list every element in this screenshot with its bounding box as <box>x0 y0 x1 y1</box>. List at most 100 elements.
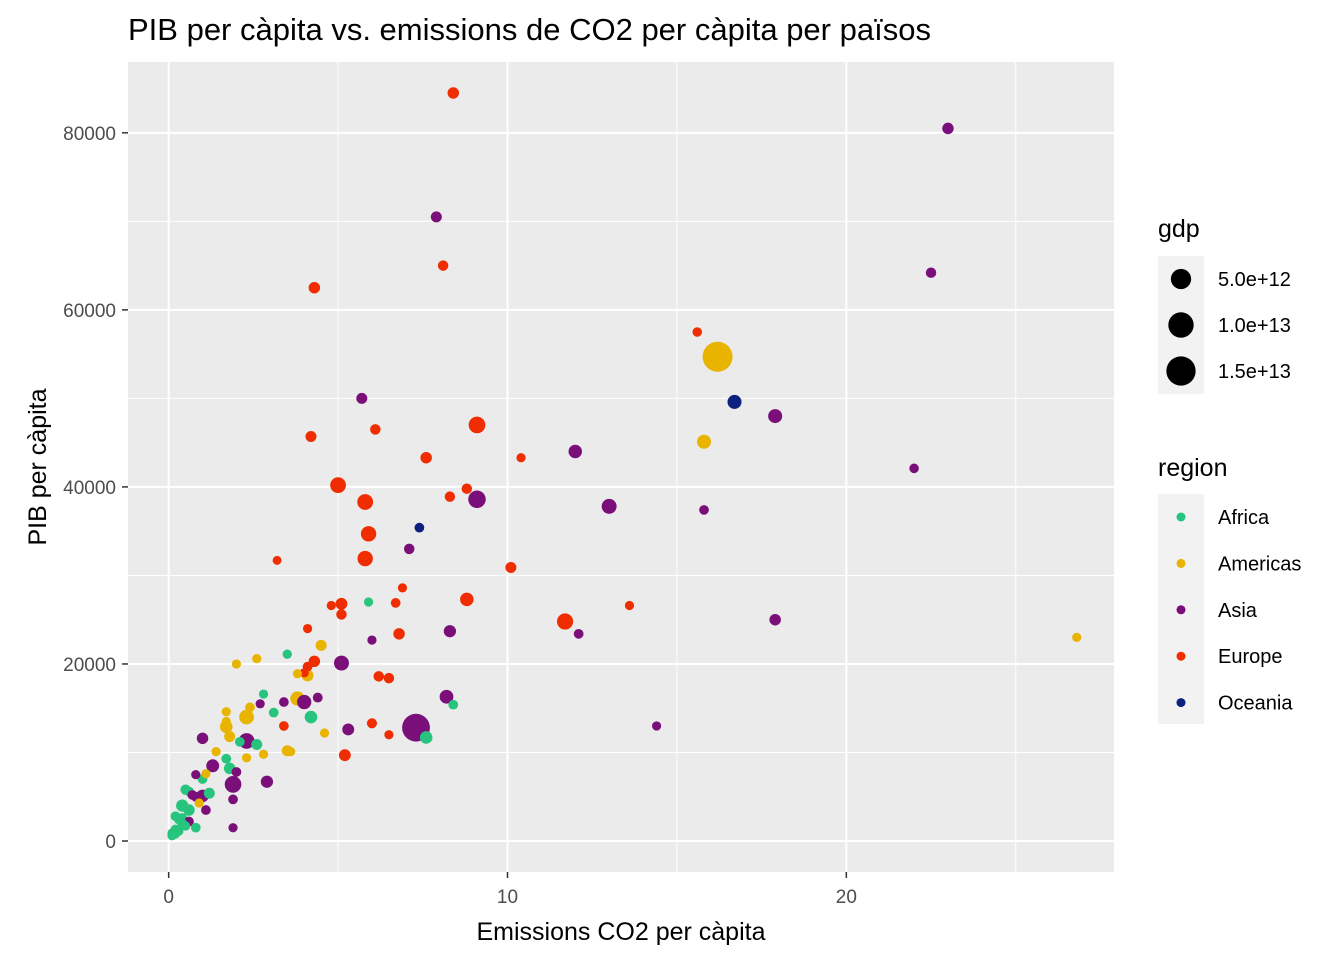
data-point-europe <box>393 628 405 640</box>
color-legend-key-asia <box>1176 605 1186 615</box>
data-point-asia <box>206 759 220 773</box>
data-point-europe <box>384 730 394 740</box>
data-point-africa <box>258 689 269 699</box>
data-point-europe <box>305 430 317 442</box>
data-point-europe <box>360 526 377 542</box>
x-axis-ticks: 0 10 20 <box>163 872 857 908</box>
data-point-asia <box>699 505 709 515</box>
plot-panel <box>128 62 1114 872</box>
data-point-americas <box>245 702 255 713</box>
data-point-asia <box>367 635 377 645</box>
size-legend-title: gdp <box>1158 215 1200 243</box>
size-legend-label: 1.0e+13 <box>1218 315 1291 337</box>
data-point-europe <box>302 623 313 634</box>
y-tick-label: 20000 <box>63 655 116 676</box>
data-point-asia <box>297 694 312 710</box>
data-point-asia <box>909 463 919 474</box>
size-legend-key <box>1170 268 1192 290</box>
data-point-americas <box>224 731 236 743</box>
data-point-asia <box>342 723 355 736</box>
data-point-americas <box>239 709 254 725</box>
data-point-europe <box>516 453 526 463</box>
data-point-europe <box>373 671 384 682</box>
size-legend-label: 5.0e+12 <box>1218 269 1291 291</box>
data-point-asia <box>228 794 238 805</box>
data-point-europe <box>444 491 456 502</box>
data-point-asia <box>468 490 486 509</box>
data-point-americas <box>697 434 712 449</box>
data-point-europe <box>308 281 321 294</box>
data-point-americas <box>194 798 204 808</box>
color-legend: region Africa Americas Asia Europe Oceania <box>1158 454 1301 724</box>
color-legend-key-europe <box>1176 651 1186 661</box>
data-point-africa <box>221 753 232 764</box>
data-point-asia <box>356 392 368 404</box>
data-point-africa <box>363 597 374 607</box>
data-point-africa <box>251 739 263 751</box>
data-point-asia <box>942 122 954 135</box>
data-point-europe <box>366 718 378 729</box>
data-point-africa <box>174 815 184 825</box>
data-point-europe <box>692 327 703 337</box>
grid-lines <box>128 62 1114 872</box>
data-point-europe <box>468 416 486 434</box>
data-point-europe <box>335 597 348 610</box>
data-point-americas <box>221 716 231 727</box>
data-point-americas <box>211 746 221 757</box>
data-points <box>167 87 1082 841</box>
data-point-asia <box>568 444 583 459</box>
data-point-africa <box>234 736 245 747</box>
data-point-americas <box>231 659 242 669</box>
data-point-europe <box>447 87 460 99</box>
data-point-europe <box>390 598 401 608</box>
data-point-europe <box>299 668 309 678</box>
data-point-europe <box>383 672 395 684</box>
color-legend-title: region <box>1158 454 1228 482</box>
data-point-asia <box>925 267 937 278</box>
data-point-europe <box>624 600 635 611</box>
data-point-asia <box>769 613 781 626</box>
size-legend: gdp 5.0e+12 1.0e+13 1.5e+13 <box>1158 215 1291 394</box>
data-point-americas <box>292 669 303 679</box>
data-point-europe <box>272 555 282 565</box>
data-point-europe <box>278 721 289 731</box>
data-point-asia <box>439 689 454 704</box>
data-point-europe <box>557 613 574 630</box>
data-point-asia <box>260 775 274 788</box>
data-point-asia <box>573 628 584 639</box>
data-point-africa <box>268 707 279 718</box>
color-legend-label: Americas <box>1218 553 1301 575</box>
data-point-africa <box>180 821 191 831</box>
data-point-oceania <box>727 394 742 409</box>
color-legend-label: Oceania <box>1218 693 1293 715</box>
data-point-europe <box>357 494 374 510</box>
data-point-europe <box>326 600 336 611</box>
x-tick-label: 20 <box>836 887 857 908</box>
data-point-asia <box>443 625 457 638</box>
data-point-europe <box>460 592 474 607</box>
data-point-africa <box>203 787 215 799</box>
y-tick-label: 40000 <box>63 478 116 499</box>
data-point-europe <box>461 483 473 494</box>
data-point-asia <box>404 543 415 555</box>
color-legend-label: Asia <box>1218 600 1258 622</box>
data-point-americas <box>201 769 211 779</box>
data-point-oceania <box>414 522 425 533</box>
data-point-asia <box>224 776 242 793</box>
data-point-africa <box>183 804 195 816</box>
data-point-asia <box>278 697 289 707</box>
data-point-africa <box>448 699 459 710</box>
data-point-asia <box>201 805 211 815</box>
data-point-asia <box>312 692 323 703</box>
data-point-americas <box>1072 632 1082 643</box>
y-tick-label: 60000 <box>63 301 116 322</box>
chart-title: PIB per càpita vs. emissions de CO2 per … <box>128 12 931 47</box>
color-legend-label: Europe <box>1218 646 1283 668</box>
x-tick-label: 10 <box>497 887 518 908</box>
data-point-asia <box>228 823 238 833</box>
data-point-europe <box>397 583 408 593</box>
color-legend-key-africa <box>1176 512 1186 522</box>
y-axis-ticks: 0 20000 40000 60000 80000 <box>63 124 128 853</box>
data-point-americas <box>258 749 269 759</box>
data-point-africa <box>167 831 177 841</box>
